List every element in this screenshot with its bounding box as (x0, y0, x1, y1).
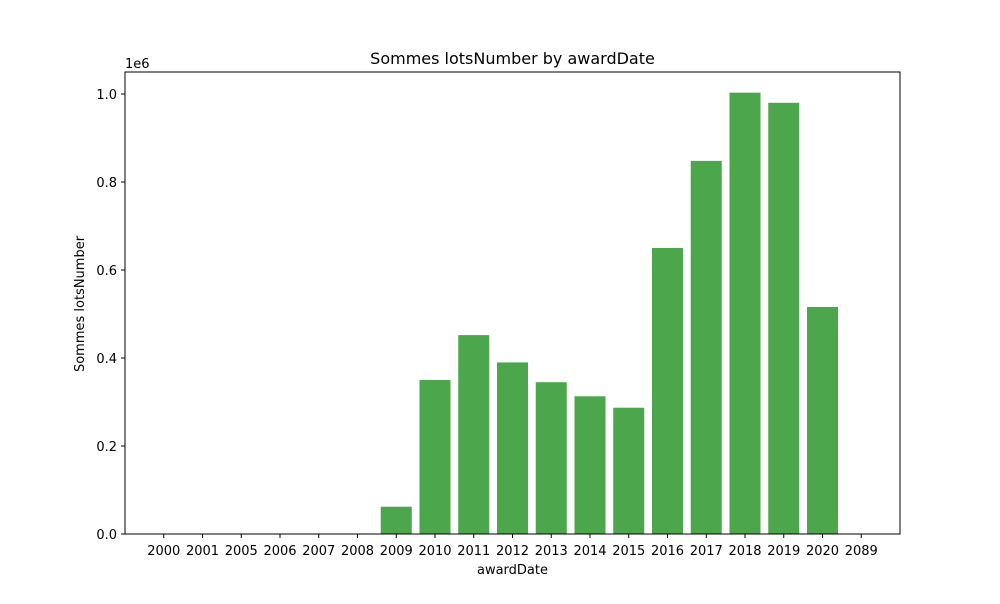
bar-2019 (768, 103, 799, 534)
x-tick-label-2008: 2008 (341, 544, 374, 559)
x-tick-label-2014: 2014 (573, 544, 606, 559)
x-tick-label-2000: 2000 (147, 544, 180, 559)
x-tick-label-2012: 2012 (496, 544, 529, 559)
x-tick-label-2089: 2089 (845, 544, 878, 559)
bar-2020 (807, 307, 838, 534)
x-tick-label-2019: 2019 (767, 544, 800, 559)
bar-2009 (381, 507, 412, 534)
x-tick-label-2013: 2013 (535, 544, 568, 559)
x-tick-label-2005: 2005 (225, 544, 258, 559)
x-tick-label-2020: 2020 (806, 544, 839, 559)
y-axis-label: Sommes lotsNumber (73, 235, 88, 372)
x-tick-label-2017: 2017 (690, 544, 723, 559)
chart-title: Sommes lotsNumber by awardDate (370, 49, 655, 68)
y-tick-label-4: 0.8 (96, 176, 117, 191)
x-tick-label-2016: 2016 (651, 544, 684, 559)
y-axis-offset-label: 1e6 (125, 57, 150, 72)
plot-area: 2000 2001 2005 2006 2007 2008 2009 2010 2011 2012… (96, 72, 900, 559)
x-tick-label-2006: 2006 (263, 544, 296, 559)
y-tick-label-3: 0.6 (96, 264, 117, 279)
x-tick-label-2001: 2001 (186, 544, 219, 559)
y-tick-label-5: 1.0 (96, 88, 117, 103)
x-tick-label-2007: 2007 (302, 544, 335, 559)
bar-2017 (691, 161, 722, 534)
bar-2015 (613, 408, 644, 534)
y-tick-label-0: 0.0 (96, 528, 117, 543)
x-tick-label-2010: 2010 (418, 544, 451, 559)
bar-2010 (420, 380, 451, 534)
bar-2014 (575, 396, 606, 534)
bar-2016 (652, 248, 683, 534)
x-tick-label-2015: 2015 (612, 544, 645, 559)
x-tick-label-2009: 2009 (380, 544, 413, 559)
bar-2012 (497, 362, 528, 534)
y-tick-label-1: 0.2 (96, 440, 117, 455)
bar-2011 (458, 335, 489, 534)
x-tick-label-2011: 2011 (457, 544, 490, 559)
x-tick-label-2018: 2018 (728, 544, 761, 559)
x-axis-label: awardDate (477, 563, 548, 578)
y-tick-label-2: 0.4 (96, 352, 117, 367)
bar-2018 (730, 93, 761, 534)
bar-2013 (536, 382, 567, 534)
